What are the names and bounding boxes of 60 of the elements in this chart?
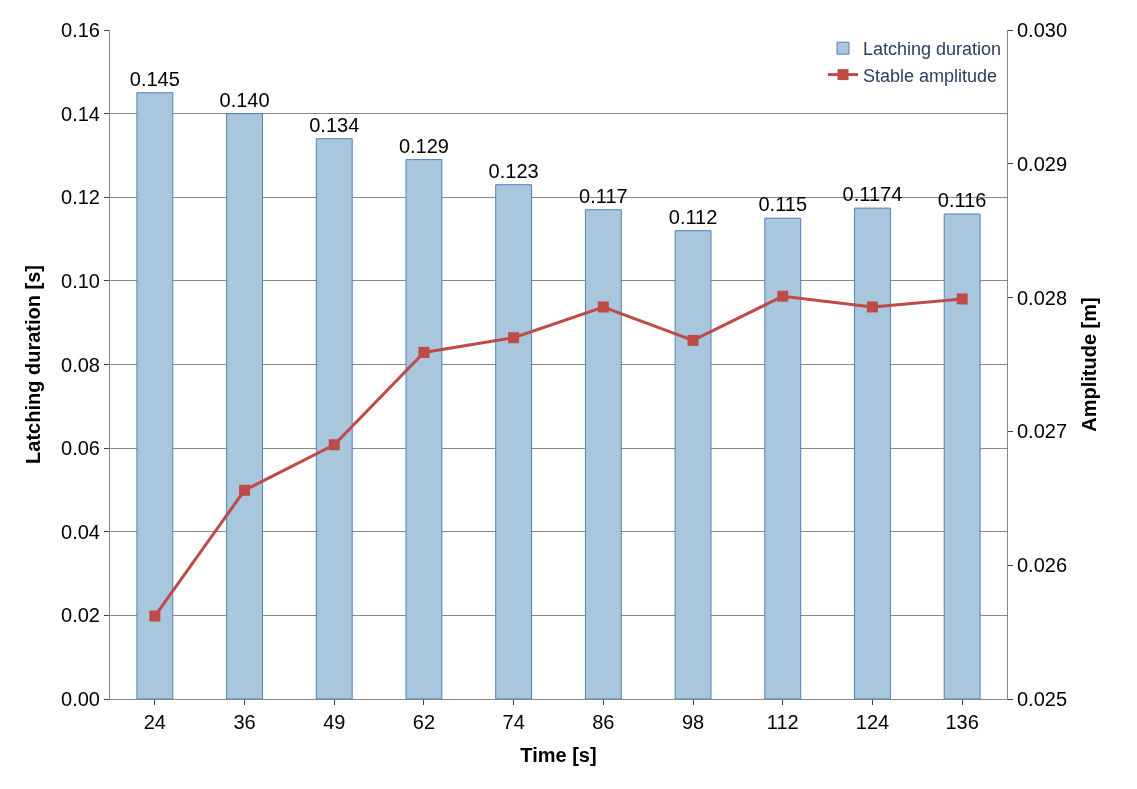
x-tick-label: 24 — [143, 711, 166, 733]
x-tick-label: 98 — [681, 711, 705, 733]
data-label: 0.1174 — [842, 183, 903, 206]
point — [149, 610, 161, 622]
data-label: 0.134 — [309, 113, 360, 136]
data-label: 0.123 — [488, 159, 539, 182]
legend-label: Stable amplitude — [863, 65, 998, 86]
point — [239, 484, 251, 496]
x-tick-label: 74 — [502, 711, 525, 733]
x-tick-label: 136 — [945, 711, 979, 733]
point — [597, 301, 609, 313]
legend-label: Latching duration — [863, 39, 1002, 60]
x-tick-label: 62 — [412, 711, 436, 733]
x-axis-title: Time [s] — [520, 743, 597, 766]
point — [508, 332, 520, 344]
y2-tick-label: 0.026 — [1017, 554, 1068, 577]
x-tick-label: 86 — [592, 711, 615, 733]
y-tick-label: 0.02 — [61, 604, 100, 627]
x-tick-label: 36 — [233, 711, 256, 733]
data-label: 0.145 — [129, 67, 180, 90]
bar — [854, 207, 891, 699]
y-tick-label: 0.04 — [61, 520, 100, 543]
y-tick-label: 0.00 — [61, 688, 100, 710]
bar — [943, 213, 981, 699]
bar — [584, 209, 622, 699]
y2-tick-label: 0.029 — [1017, 152, 1068, 175]
y-axis-title: Latching duration [s] — [21, 265, 44, 464]
y-tick-label: 0.06 — [61, 437, 100, 460]
y2-tick-label: 0.027 — [1017, 420, 1068, 443]
y-tick-label: 0.10 — [61, 269, 100, 292]
y2-tick-label: 0.030 — [1017, 19, 1068, 41]
data-label: 0.129 — [398, 134, 449, 157]
x-tick-label: 49 — [323, 711, 346, 733]
y2-tick-label: 0.028 — [1017, 286, 1068, 309]
bar — [674, 230, 712, 699]
bar — [764, 217, 802, 699]
bar — [315, 138, 353, 699]
point — [956, 293, 968, 305]
y-tick-label: 0.14 — [61, 102, 100, 125]
y-tick-label: 0.12 — [61, 186, 100, 209]
bar — [495, 184, 533, 699]
bar — [136, 92, 174, 699]
data-label: 0.140 — [219, 88, 270, 111]
point — [418, 346, 430, 358]
y2-tick-label: 0.025 — [1017, 688, 1068, 710]
y2-axis-title: Amplitude [m] — [1077, 297, 1100, 432]
x-tick-label: 124 — [855, 711, 890, 733]
bar — [226, 113, 263, 699]
y-tick-label: 0.08 — [61, 353, 100, 376]
point — [777, 290, 789, 302]
data-label: 0.115 — [758, 193, 808, 216]
data-label: 0.116 — [937, 188, 987, 211]
data-label: 0.112 — [668, 205, 718, 228]
x-tick-label: 112 — [766, 711, 799, 733]
y-tick-label: 0.16 — [61, 19, 100, 41]
bar — [405, 159, 443, 699]
point — [687, 334, 699, 346]
point — [866, 301, 878, 313]
data-label: 0.117 — [579, 184, 628, 207]
point — [328, 439, 340, 451]
